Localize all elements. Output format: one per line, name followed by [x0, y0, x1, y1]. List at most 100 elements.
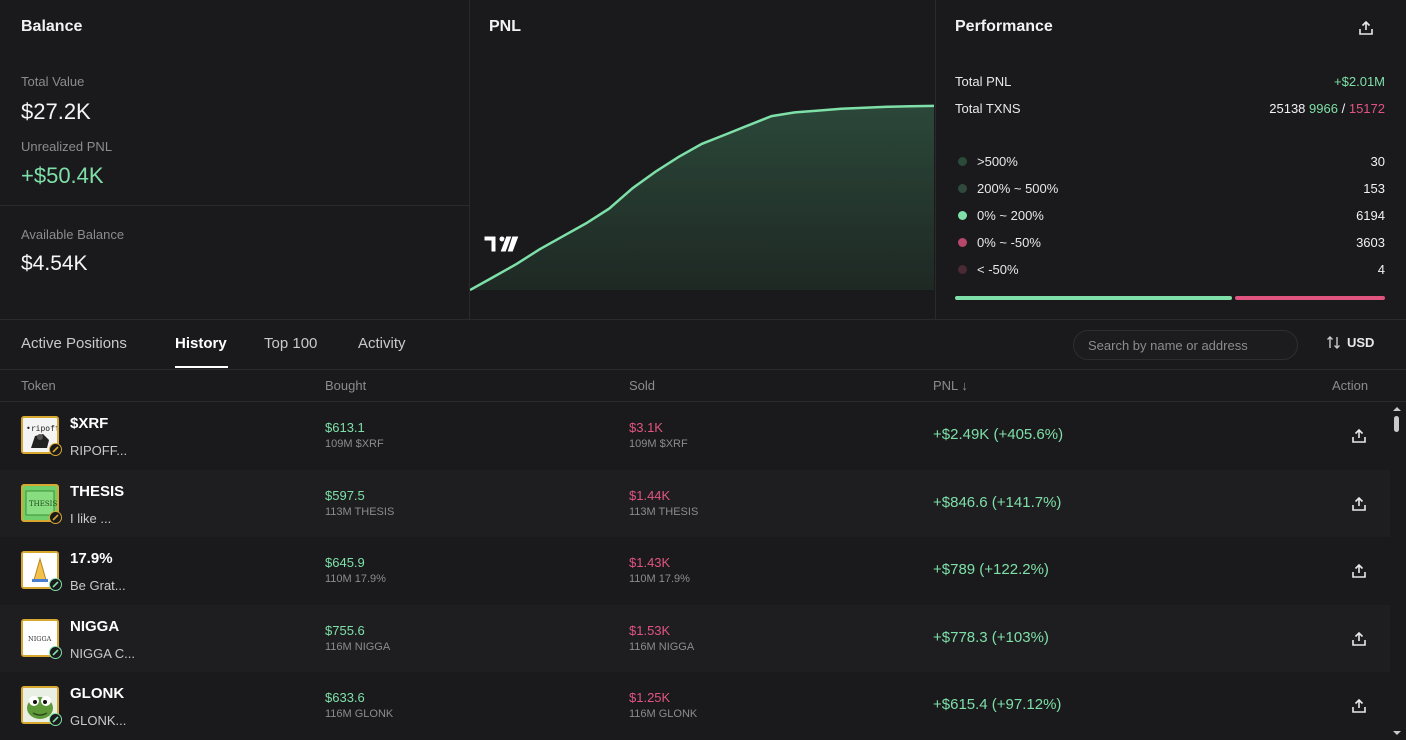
- bucket-dot: [958, 156, 967, 166]
- bucket-row: 0% ~ -50% 3603: [958, 232, 1385, 252]
- unrealized-pnl-label: Unrealized PNL: [21, 139, 113, 154]
- win-ratio-bar: [955, 296, 1232, 300]
- pnl-title: PNL: [489, 18, 521, 35]
- sold-amount: $1.25K: [629, 690, 671, 705]
- header-action: Action: [1332, 378, 1369, 393]
- tab-active-positions[interactable]: Active Positions: [21, 335, 127, 352]
- token-name: RIPOFF...: [70, 443, 128, 458]
- tabs-bar: Active Positions History Top 100 Activit…: [0, 321, 1406, 370]
- share-button[interactable]: [1356, 18, 1376, 38]
- bought-amount: $597.5: [325, 487, 365, 503]
- bought-quantity: 110M 17.9%: [325, 573, 386, 585]
- sold-amount: $3.1K: [629, 420, 663, 435]
- platform-badge-icon: [49, 443, 62, 456]
- bucket-label: 0% ~ -50%: [977, 234, 1041, 250]
- bucket-count: 3603: [1356, 234, 1385, 250]
- loss-ratio-bar: [1235, 296, 1385, 300]
- bucket-count: 30: [1370, 153, 1385, 169]
- platform-badge-icon: [49, 578, 62, 591]
- bucket-dot: [958, 183, 967, 193]
- bought-amount: $613.1: [325, 420, 365, 435]
- bought-amount: $645.9: [325, 555, 365, 570]
- token-symbol[interactable]: THESIS: [70, 482, 125, 500]
- table-header: Token Bought Sold PNL ↓ Action: [0, 370, 1406, 402]
- platform-badge-icon: [49, 713, 62, 726]
- txns-loss: 15172: [1348, 100, 1385, 116]
- token-symbol[interactable]: NIGGA: [70, 617, 120, 635]
- share-button[interactable]: [1349, 426, 1369, 446]
- bucket-label: >500%: [977, 153, 1018, 169]
- token-image: THESIS: [21, 483, 59, 522]
- scroll-down-icon[interactable]: [1390, 728, 1404, 738]
- currency-toggle[interactable]: USD: [1326, 335, 1374, 350]
- currency-label: USD: [1347, 335, 1375, 350]
- table-row[interactable]: NIGGA NIGGA NIGGA C... $755.6 116M NIGGA $1.5…: [0, 604, 1390, 672]
- txns-win: 9966: [1309, 100, 1338, 116]
- header-bought: Bought: [325, 378, 367, 393]
- balance-title: Balance: [21, 18, 83, 35]
- active-tab-indicator: [175, 366, 228, 368]
- token-symbol[interactable]: 17.9%: [70, 550, 113, 567]
- svg-text:NIGGA: NIGGA: [28, 635, 52, 643]
- token-name: GLONK...: [70, 713, 127, 728]
- pnl-value: +$846.6 (+141.7%): [933, 493, 1062, 511]
- token-name: I like ...: [70, 510, 112, 526]
- platform-badge-icon: [49, 510, 62, 524]
- token-symbol[interactable]: GLONK: [70, 685, 125, 702]
- sold-quantity: 113M THESIS: [629, 505, 699, 518]
- header-pnl-sort[interactable]: PNL ↓: [933, 378, 968, 393]
- sold-quantity: 110M 17.9%: [629, 573, 690, 585]
- table-row[interactable]: GLONK GLONK... $633.6 116M GLONK $1.25K 116M …: [0, 672, 1390, 739]
- bought-amount: $755.6: [325, 622, 365, 638]
- performance-panel: Performance Total PNL +$2.01M Total TXNS…: [936, 0, 1406, 320]
- share-button[interactable]: [1349, 494, 1369, 514]
- sold-quantity: 109M $XRF: [629, 438, 688, 450]
- tab-activity[interactable]: Activity: [358, 335, 406, 352]
- bucket-row: 0% ~ 200% 6194: [958, 205, 1385, 225]
- total-pnl-row: Total PNL +$2.01M: [955, 71, 1385, 91]
- bucket-count: 4: [1377, 261, 1385, 277]
- tab-history[interactable]: History: [175, 335, 227, 352]
- pnl-value: +$789 (+122.2%): [933, 561, 1049, 578]
- txns-total: 25138: [1269, 100, 1306, 116]
- total-pnl-value: +$2.01M: [1334, 73, 1385, 89]
- bucket-label: < -50%: [977, 261, 1019, 277]
- search-input[interactable]: [1073, 330, 1298, 360]
- total-value-label: Total Value: [21, 74, 85, 89]
- table-row[interactable]: THESIS THESIS I like ... $597.5 113M THESIS $…: [0, 469, 1390, 537]
- svg-text:•ripoff: •ripoff: [26, 424, 57, 433]
- sold-amount: $1.43K: [629, 555, 671, 570]
- txns-separator: /: [1341, 100, 1346, 116]
- history-table: •ripoff $XRF RIPOFF... $613.1 109M $XRF $3.1K…: [0, 402, 1390, 740]
- summary-panels: Balance Total Value $27.2K Unrealized PN…: [0, 0, 1406, 320]
- sold-quantity: 116M NIGGA: [629, 640, 695, 653]
- token-name: Be Grat...: [70, 578, 126, 593]
- share-icon: [1352, 563, 1366, 578]
- token-symbol[interactable]: $XRF: [70, 415, 109, 432]
- bought-quantity: 116M GLONK: [325, 708, 394, 720]
- sold-quantity: 116M GLONK: [629, 708, 698, 720]
- pnl-value: +$2.49K (+405.6%): [933, 426, 1064, 443]
- tab-top-100[interactable]: Top 100: [264, 335, 318, 352]
- token-image: [21, 551, 59, 589]
- bucket-label: 0% ~ 200%: [977, 207, 1044, 223]
- bucket-dot: [958, 237, 967, 247]
- share-button[interactable]: [1349, 629, 1369, 649]
- pnl-value: +$778.3 (+103%): [933, 628, 1049, 646]
- bucket-dot: [958, 264, 967, 274]
- scroll-up-icon[interactable]: [1390, 404, 1404, 414]
- table-row[interactable]: •ripoff $XRF RIPOFF... $613.1 109M $XRF $3.1K…: [0, 402, 1390, 469]
- bucket-count: 6194: [1356, 207, 1385, 223]
- pnl-chart: [470, 104, 934, 292]
- scroll-thumb[interactable]: [1394, 416, 1399, 432]
- share-button[interactable]: [1349, 561, 1369, 581]
- balance-panel: Balance Total Value $27.2K Unrealized PN…: [0, 0, 470, 320]
- bucket-dot: [958, 210, 967, 220]
- table-row[interactable]: 17.9% Be Grat... $645.9 110M 17.9% $1.43K 110…: [0, 537, 1390, 604]
- share-button[interactable]: [1349, 696, 1369, 716]
- total-pnl-label: Total PNL: [955, 73, 1012, 89]
- bucket-count: 153: [1363, 180, 1385, 196]
- bucket-label: 200% ~ 500%: [977, 180, 1059, 196]
- pnl-value: +$615.4 (+97.12%): [933, 696, 1062, 713]
- table-scrollbar[interactable]: [1390, 402, 1404, 740]
